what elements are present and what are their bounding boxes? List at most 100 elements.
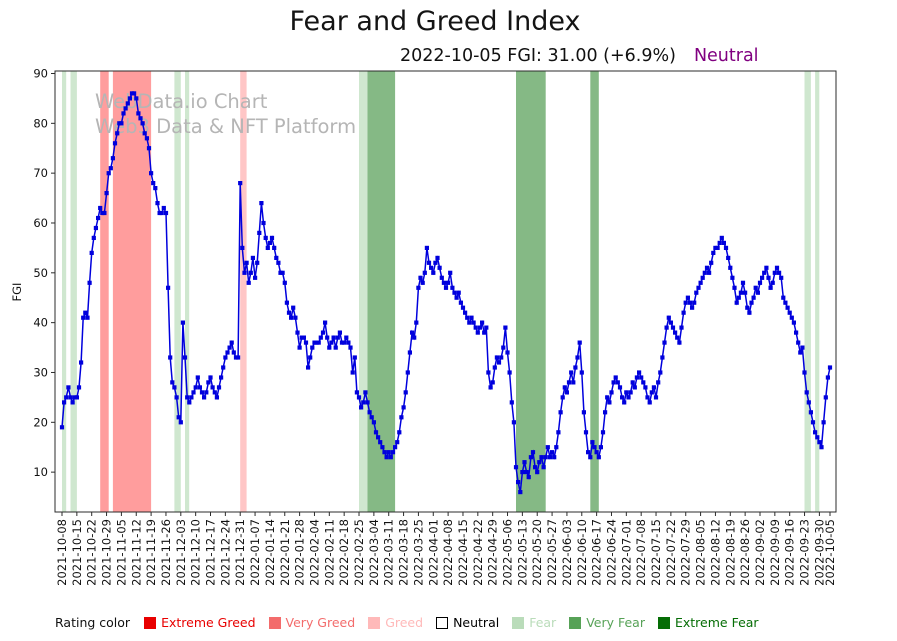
fgi-marker — [250, 255, 255, 260]
legend-item-greed: Greed — [368, 615, 423, 630]
fgi-marker — [664, 325, 669, 330]
fgi-marker — [734, 300, 739, 305]
fgi-marker — [603, 410, 608, 415]
fgi-marker — [656, 380, 661, 385]
fgi-marker — [777, 270, 782, 275]
fgi-marker — [79, 360, 84, 365]
x-tick-label: 2022-06-17 — [590, 519, 604, 586]
fgi-marker — [611, 380, 616, 385]
fgi-marker — [89, 250, 94, 255]
y-tick-label: 90 — [33, 66, 48, 80]
fgi-marker — [736, 295, 741, 300]
fgi-marker — [174, 395, 179, 400]
fgi-marker — [649, 390, 654, 395]
fgi-marker — [380, 445, 385, 450]
fgi-marker — [416, 285, 421, 290]
fgi-marker — [509, 400, 514, 405]
fgi-marker — [414, 320, 419, 325]
fgi-marker — [751, 295, 756, 300]
fgi-marker — [356, 395, 362, 400]
fgi-marker — [503, 325, 508, 330]
fgi-marker — [819, 445, 824, 450]
rating-band-fear — [70, 71, 77, 512]
fgi-marker — [634, 375, 639, 380]
fgi-marker — [660, 355, 665, 360]
fgi-marker — [253, 275, 258, 280]
fgi-marker — [214, 395, 219, 400]
rating-band-fear — [804, 71, 811, 512]
fgi-marker — [537, 460, 542, 465]
fgi-marker — [516, 480, 521, 485]
fgi-marker — [259, 201, 264, 206]
fgi-marker — [454, 295, 459, 300]
fgi-marker — [295, 330, 300, 335]
fgi-marker — [666, 315, 671, 320]
y-tick-label: 40 — [33, 316, 48, 330]
fgi-marker — [248, 270, 253, 275]
fgi-marker — [772, 270, 777, 275]
legend-label-very-fear: Very Fear — [586, 615, 645, 630]
fgi-marker — [524, 470, 529, 475]
fgi-marker — [359, 405, 364, 410]
fgi-marker — [299, 335, 304, 340]
fgi-marker — [817, 440, 822, 445]
fgi-marker — [433, 260, 438, 265]
y-tick-label: 60 — [33, 216, 48, 230]
fgi-marker — [499, 355, 504, 360]
rating-band-very_fear — [590, 71, 599, 512]
fgi-marker — [501, 345, 506, 350]
fgi-marker — [679, 325, 684, 330]
x-tick-label: 2022-04-22 — [471, 519, 485, 586]
fgi-marker — [117, 121, 122, 126]
fgi-marker — [547, 455, 553, 460]
x-tick-label: 2021-12-31 — [233, 519, 247, 586]
fgi-marker — [460, 305, 466, 310]
fgi-marker — [325, 335, 330, 340]
fgi-marker — [791, 320, 796, 325]
fgi-marker — [108, 166, 113, 171]
fgi-marker — [227, 345, 232, 350]
fgi-marker — [539, 455, 544, 460]
fgi-marker — [505, 350, 510, 355]
fgi-marker — [685, 295, 690, 300]
fgi-marker — [813, 430, 818, 435]
rating-band-very_greed — [112, 71, 152, 512]
fgi-marker — [420, 280, 425, 285]
x-tick-label: 2022-06-10 — [575, 519, 589, 586]
fgi-marker — [83, 310, 88, 315]
legend-items: Extreme Greed Very Greed Greed Neutral Fear V… — [144, 615, 772, 630]
fgi-marker — [683, 300, 688, 305]
x-tick-label: 2022-09-23 — [798, 519, 812, 586]
fgi-marker — [70, 400, 75, 405]
fgi-marker — [350, 370, 355, 375]
fgi-marker — [74, 395, 79, 400]
y-tick-label: 30 — [33, 365, 48, 379]
legend-swatch-very-greed — [268, 616, 281, 629]
fgi-marker — [673, 330, 678, 335]
legend-label-extreme-greed: Extreme Greed — [161, 615, 256, 630]
y-axis-ticks: 10 20 30 40 50 60 70 80 90 — [33, 66, 55, 479]
fgi-marker — [344, 335, 349, 340]
fgi-marker — [569, 370, 574, 375]
fgi-marker — [197, 385, 202, 390]
fgi-marker — [62, 400, 67, 405]
fgi-marker — [386, 450, 391, 455]
x-tick-label: 2022-04-01 — [426, 519, 440, 586]
fgi-marker — [641, 380, 646, 385]
x-tick-label: 2022-05-06 — [501, 519, 515, 586]
fgi-marker — [796, 340, 801, 345]
fgi-marker — [335, 335, 340, 340]
fgi-marker — [681, 310, 686, 315]
rating-band-fear — [62, 71, 67, 512]
legend-label-extreme-fear: Extreme Fear — [674, 615, 759, 630]
x-tick-label: 2022-02-11 — [322, 519, 336, 586]
legend-label-neutral: Neutral — [453, 615, 500, 630]
fgi-marker — [450, 285, 455, 290]
y-tick-label: 80 — [33, 116, 48, 130]
fgi-marker — [723, 245, 729, 250]
legend-item-extreme-greed: Extreme Greed — [144, 615, 256, 630]
fgi-marker — [193, 385, 198, 390]
x-tick-label: 2022-08-05 — [694, 519, 708, 586]
fgi-marker — [384, 455, 389, 460]
fgi-marker — [488, 385, 493, 390]
